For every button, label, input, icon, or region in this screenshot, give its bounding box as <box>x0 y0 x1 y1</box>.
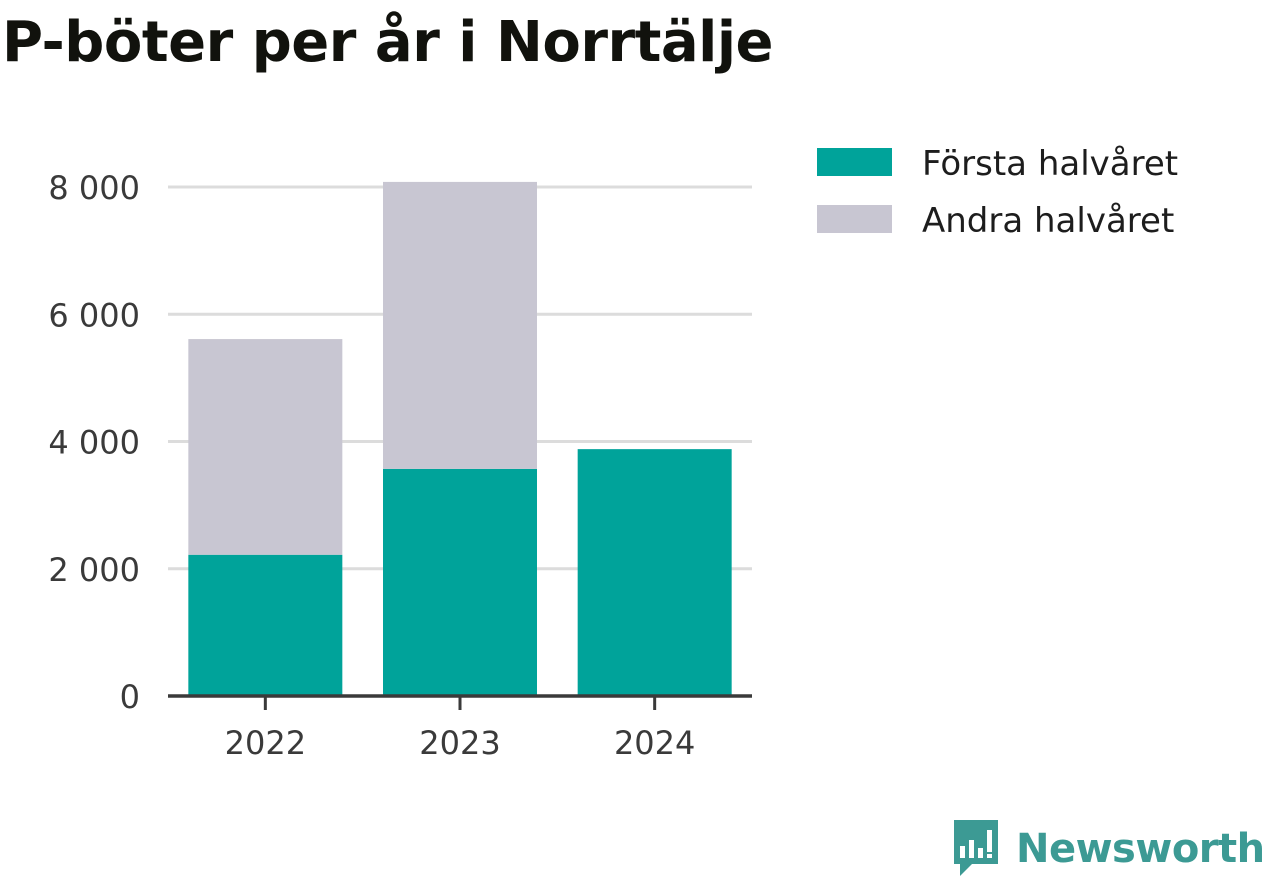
y-tick-label: 4 000 <box>48 424 140 462</box>
bar-2023-series-1 <box>383 468 537 696</box>
legend-swatch <box>817 205 892 233</box>
chart-speech-bubble-icon <box>954 820 998 876</box>
bar-2022-series-1 <box>188 554 343 696</box>
legend-label: Första halvåret <box>922 144 1178 184</box>
bars <box>188 181 732 696</box>
legend: Första halvåret Andra halvåret <box>817 144 1178 241</box>
legend-swatch <box>817 148 892 176</box>
y-tick-label: 6 000 <box>48 296 140 334</box>
bar-2024-series-1 <box>577 449 732 696</box>
axes: 0 2 000 4 000 6 000 8 000 2022 2023 2024 <box>48 169 752 762</box>
legend-label: Andra halvåret <box>922 201 1174 241</box>
logo-text: Newsworthy <box>1016 826 1262 872</box>
bar-2023-series-2 <box>383 181 537 469</box>
x-tick-label: 2023 <box>419 724 500 762</box>
y-tick-label: 0 <box>120 678 140 716</box>
y-tick-label: 8 000 <box>48 169 140 207</box>
chart-title: P-böter per år i Norrtälje <box>2 10 774 75</box>
bar-2022-series-2 <box>188 339 343 555</box>
x-tick-label: 2024 <box>614 724 695 762</box>
y-tick-label: 2 000 <box>48 551 140 589</box>
newsworthy-logo: Newsworthy <box>950 818 1262 880</box>
x-tick-label: 2022 <box>225 724 306 762</box>
